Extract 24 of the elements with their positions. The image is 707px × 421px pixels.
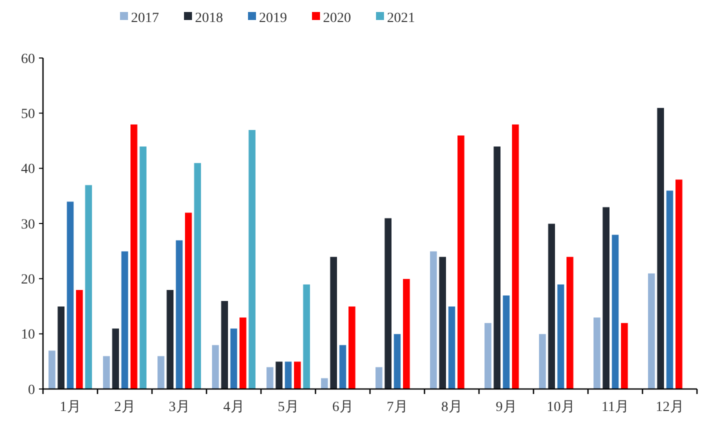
x-tick-label: 8月 bbox=[441, 400, 462, 415]
x-tick-label: 7月 bbox=[386, 400, 408, 415]
y-tick-label: 60 bbox=[21, 52, 35, 67]
x-tick-label: 4月 bbox=[223, 400, 244, 415]
x-tick-label: 6月 bbox=[332, 400, 354, 415]
legend-label: 2017 bbox=[131, 10, 159, 26]
x-tick-label: 1月 bbox=[60, 400, 81, 415]
y-tick-label: 0 bbox=[28, 382, 35, 398]
legend-label: 2021 bbox=[387, 10, 415, 26]
legend-label: 2018 bbox=[195, 10, 223, 26]
y-tick-label: 40 bbox=[21, 162, 35, 178]
y-tick-label: 50 bbox=[21, 107, 35, 122]
x-tick-label: 10月 bbox=[546, 400, 575, 415]
x-tick-label: 9月 bbox=[496, 400, 517, 415]
legend-label: 2020 bbox=[323, 10, 351, 26]
y-tick-label: 20 bbox=[21, 272, 35, 288]
x-tick-label: 2月 bbox=[114, 400, 136, 415]
y-tick-label: 10 bbox=[21, 328, 35, 343]
x-tick-label: 11月 bbox=[602, 400, 629, 415]
x-tick-label: 5月 bbox=[278, 400, 299, 415]
y-tick-label: 30 bbox=[21, 217, 35, 232]
legend-label: 2019 bbox=[259, 10, 287, 26]
x-tick-label: 3月 bbox=[168, 400, 190, 415]
x-tick-label: 12月 bbox=[656, 400, 684, 415]
